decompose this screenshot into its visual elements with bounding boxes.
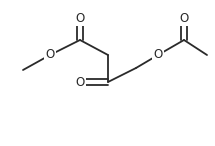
Text: O: O <box>153 48 163 61</box>
Text: O: O <box>75 12 85 25</box>
Text: O: O <box>45 48 55 61</box>
Text: O: O <box>75 75 85 88</box>
Text: O: O <box>179 12 189 25</box>
